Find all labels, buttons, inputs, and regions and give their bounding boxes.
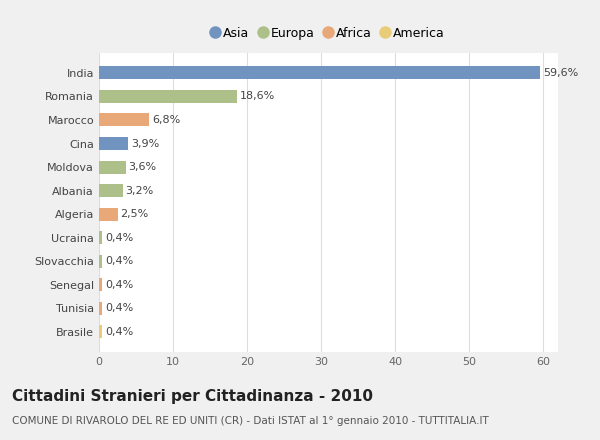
- Legend: Asia, Europa, Africa, America: Asia, Europa, Africa, America: [208, 23, 449, 44]
- Text: 59,6%: 59,6%: [543, 68, 578, 78]
- Text: COMUNE DI RIVAROLO DEL RE ED UNITI (CR) - Dati ISTAT al 1° gennaio 2010 - TUTTIT: COMUNE DI RIVAROLO DEL RE ED UNITI (CR) …: [12, 416, 489, 426]
- Bar: [99, 137, 128, 150]
- Bar: [99, 302, 102, 315]
- Text: 6,8%: 6,8%: [152, 115, 181, 125]
- Bar: [99, 279, 102, 291]
- Bar: [99, 255, 102, 268]
- Text: 18,6%: 18,6%: [239, 92, 275, 102]
- Bar: [99, 90, 237, 103]
- Text: 2,5%: 2,5%: [121, 209, 149, 219]
- Text: 0,4%: 0,4%: [105, 256, 133, 266]
- Bar: [99, 326, 102, 338]
- Text: 0,4%: 0,4%: [105, 280, 133, 290]
- Bar: [99, 231, 102, 244]
- Text: 3,2%: 3,2%: [125, 186, 154, 196]
- Bar: [99, 114, 149, 126]
- Text: Cittadini Stranieri per Cittadinanza - 2010: Cittadini Stranieri per Cittadinanza - 2…: [12, 389, 373, 404]
- Text: 0,4%: 0,4%: [105, 233, 133, 243]
- Text: 0,4%: 0,4%: [105, 303, 133, 313]
- Text: 3,6%: 3,6%: [128, 162, 157, 172]
- Text: 3,9%: 3,9%: [131, 139, 159, 149]
- Bar: [99, 184, 122, 197]
- Bar: [99, 208, 118, 220]
- Bar: [99, 161, 125, 173]
- Text: 0,4%: 0,4%: [105, 327, 133, 337]
- Bar: [99, 66, 540, 79]
